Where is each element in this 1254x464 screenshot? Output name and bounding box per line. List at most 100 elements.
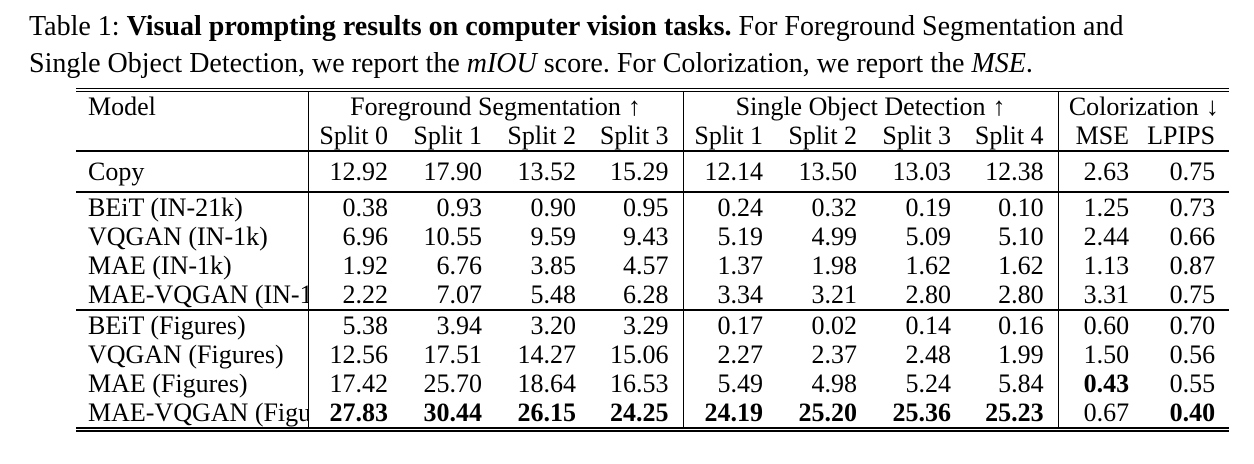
cell: 0.67 <box>1057 398 1144 430</box>
cell: 5.48 <box>530 280 577 309</box>
cell: 5.10 <box>998 222 1044 251</box>
cell: 5.24 <box>905 369 952 398</box>
cell: 0.75 <box>1169 157 1216 186</box>
cell: 17.42 <box>307 369 402 398</box>
cell: 1.25 <box>1057 192 1144 222</box>
cell: 2.37 <box>811 340 858 369</box>
cell: 0.40 <box>1169 398 1216 427</box>
cell: 0.02 <box>811 311 858 340</box>
model-cell: MAE-VQGAN (IN-1k) <box>88 280 308 309</box>
results-table: Model Foreground Segmentation ↑ Single Ob… <box>76 88 1230 432</box>
up-arrow-icon: ↑ <box>627 92 641 121</box>
cell: 1.92 <box>307 251 402 280</box>
caption-line-1: Table 1: Visual prompting results on com… <box>29 8 1234 45</box>
group-header-row: Model Foreground Segmentation ↑ Single Ob… <box>76 90 1230 121</box>
cell: 3.21 <box>811 280 858 309</box>
cell: 25.36 <box>892 398 952 427</box>
cell: 6.96 <box>307 222 402 251</box>
model-cell: MAE-VQGAN (Figures) <box>88 398 308 427</box>
cell: 3.34 <box>682 280 778 310</box>
table-header: Model Foreground Segmentation ↑ Single Ob… <box>76 90 1230 151</box>
cell: 3.85 <box>530 251 577 280</box>
cell: 0.10 <box>998 193 1044 222</box>
caption-text: . <box>1025 48 1033 79</box>
cell: 30.44 <box>423 398 483 427</box>
cell: 12.38 <box>985 157 1044 186</box>
cell: 0.17 <box>682 310 778 340</box>
model-cell: MAE (Figures) <box>88 369 248 398</box>
row-beit-in21k: BEiT (IN-21k) 0.38 0.93 0.90 0.95 0.24 0… <box>76 192 1229 222</box>
cell: 17.90 <box>423 157 483 186</box>
row-copy: Copy 12.92 17.90 13.52 15.29 12.14 13.50… <box>76 151 1229 192</box>
group-label: Single Object Detection <box>735 92 986 121</box>
caption-text: For Foreground Segmentation and <box>731 11 1124 42</box>
cell: 1.13 <box>1057 251 1144 280</box>
group-header-foreground-segmentation: Foreground Segmentation ↑ <box>307 90 684 121</box>
group-header-single-object-detection: Single Object Detection ↑ <box>682 90 1059 121</box>
row-mae-vqgan-in1k: MAE-VQGAN (IN-1k) 2.22 7.07 5.48 6.28 3.… <box>76 280 1229 310</box>
group-label: Foreground Segmentation <box>350 92 621 121</box>
down-arrow-icon: ↓ <box>1205 92 1219 121</box>
cell: 2.44 <box>1057 222 1144 251</box>
caption-label: Table 1: <box>29 11 127 42</box>
cell: 5.19 <box>682 222 778 251</box>
cell: 2.27 <box>682 340 778 369</box>
subheader-row: Split 0 Split 1 Split 2 Split 3 Split 1 … <box>76 121 1229 151</box>
cell: 9.43 <box>623 222 669 251</box>
cell: 17.51 <box>423 340 483 369</box>
table-caption: Table 1: Visual prompting results on com… <box>29 8 1234 82</box>
col-header-fs-split2: Split 2 <box>507 121 576 150</box>
cell: 0.32 <box>811 193 858 222</box>
row-vqgan-figures: VQGAN (Figures) 12.56 17.51 14.27 15.06 … <box>76 340 1229 369</box>
cell: 1.37 <box>682 251 778 280</box>
col-header-sod-split3: Split 3 <box>882 121 952 150</box>
cell: 9.59 <box>530 222 577 251</box>
cell: 24.19 <box>682 398 778 430</box>
cell: 13.52 <box>517 157 577 186</box>
model-cell: BEiT (Figures) <box>88 311 246 340</box>
cell: 3.20 <box>530 311 577 340</box>
cell: 14.27 <box>517 340 577 369</box>
cell: 25.23 <box>985 398 1044 427</box>
cell: 0.19 <box>905 193 952 222</box>
cell: 0.55 <box>1169 369 1216 398</box>
cell: 24.25 <box>610 398 669 427</box>
cell: 0.90 <box>530 193 577 222</box>
col-header-fs-split1: Split 1 <box>413 121 482 150</box>
cell: 13.50 <box>798 157 858 186</box>
row-mae-vqgan-figures: MAE-VQGAN (Figures) 27.83 30.44 26.15 24… <box>76 398 1229 430</box>
cell: 2.80 <box>998 280 1044 309</box>
model-cell: VQGAN (Figures) <box>88 340 284 369</box>
cell: 12.56 <box>307 340 402 369</box>
cell: 3.29 <box>623 311 669 340</box>
cell: 10.55 <box>423 222 483 251</box>
cell: 0.70 <box>1169 311 1216 340</box>
cell: 16.53 <box>610 369 669 398</box>
group-header-colorization: Colorization ↓ <box>1057 90 1230 121</box>
col-header-lpips: LPIPS <box>1147 121 1216 150</box>
col-header-sod-split2: Split 2 <box>788 121 858 150</box>
model-column-header: Model <box>88 92 156 121</box>
caption-line-2: Single Object Detection, we report the m… <box>29 45 1234 82</box>
cell: 0.73 <box>1169 193 1216 222</box>
cell: 2.63 <box>1057 151 1144 192</box>
cell: 0.24 <box>682 192 778 222</box>
cell: 1.62 <box>998 251 1044 280</box>
section-imagenet-pretrained: BEiT (IN-21k) 0.38 0.93 0.90 0.95 0.24 0… <box>76 192 1230 310</box>
cell: 7.07 <box>436 280 483 309</box>
section-figures-pretrained: BEiT (Figures) 5.38 3.94 3.20 3.29 0.17 … <box>76 310 1230 430</box>
cell: 4.98 <box>811 369 858 398</box>
cell: 4.57 <box>623 251 669 280</box>
caption-text: Single Object Detection, we report the <box>29 48 467 79</box>
caption-title: Visual prompting results on computer vis… <box>126 11 732 42</box>
cell: 27.83 <box>307 398 402 430</box>
cell: 5.84 <box>998 369 1044 398</box>
cell: 2.22 <box>307 280 402 310</box>
cell: 3.94 <box>436 311 483 340</box>
cell: 12.14 <box>682 151 778 192</box>
cell: 1.50 <box>1057 340 1144 369</box>
row-beit-figures: BEiT (Figures) 5.38 3.94 3.20 3.29 0.17 … <box>76 310 1229 340</box>
cell: 6.28 <box>623 280 669 309</box>
col-header-fs-split3: Split 3 <box>599 121 669 150</box>
